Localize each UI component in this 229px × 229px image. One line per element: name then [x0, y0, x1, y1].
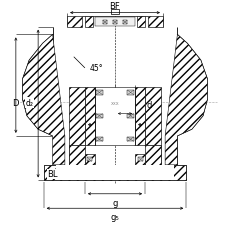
Bar — [96, 114, 102, 118]
Bar — [87, 157, 91, 162]
Polygon shape — [69, 87, 85, 145]
Polygon shape — [67, 16, 81, 27]
Bar — [127, 114, 133, 118]
Text: 45°: 45° — [89, 64, 103, 73]
Polygon shape — [144, 87, 160, 145]
Bar — [111, 10, 118, 15]
Polygon shape — [85, 87, 95, 145]
Polygon shape — [22, 35, 65, 165]
Bar — [127, 137, 133, 142]
Bar — [95, 18, 134, 26]
Bar — [122, 21, 127, 25]
Polygon shape — [148, 16, 162, 27]
Bar — [112, 21, 117, 25]
Text: g₅: g₅ — [110, 212, 119, 221]
Text: k: k — [129, 113, 133, 122]
Polygon shape — [164, 35, 207, 165]
Text: xxx: xxx — [110, 101, 119, 106]
Text: d₂: d₂ — [25, 98, 33, 107]
Polygon shape — [44, 165, 185, 181]
Polygon shape — [136, 16, 144, 27]
Bar — [56, 165, 173, 181]
Bar — [96, 137, 102, 142]
Text: k: k — [96, 113, 100, 122]
Polygon shape — [69, 145, 85, 165]
Text: D: D — [13, 98, 19, 107]
Bar — [102, 21, 107, 25]
Text: g₃: g₃ — [109, 101, 117, 111]
Bar — [96, 91, 102, 95]
Polygon shape — [134, 87, 144, 145]
Text: BL: BL — [47, 169, 58, 178]
Bar — [127, 91, 133, 95]
Polygon shape — [134, 154, 144, 165]
Text: d: d — [146, 101, 151, 110]
Bar — [65, 27, 164, 136]
Bar — [138, 157, 142, 162]
Bar — [95, 87, 134, 145]
Text: g: g — [112, 198, 117, 207]
Polygon shape — [85, 154, 95, 165]
Text: BF: BF — [109, 2, 120, 11]
Polygon shape — [85, 16, 93, 27]
Polygon shape — [144, 145, 160, 165]
